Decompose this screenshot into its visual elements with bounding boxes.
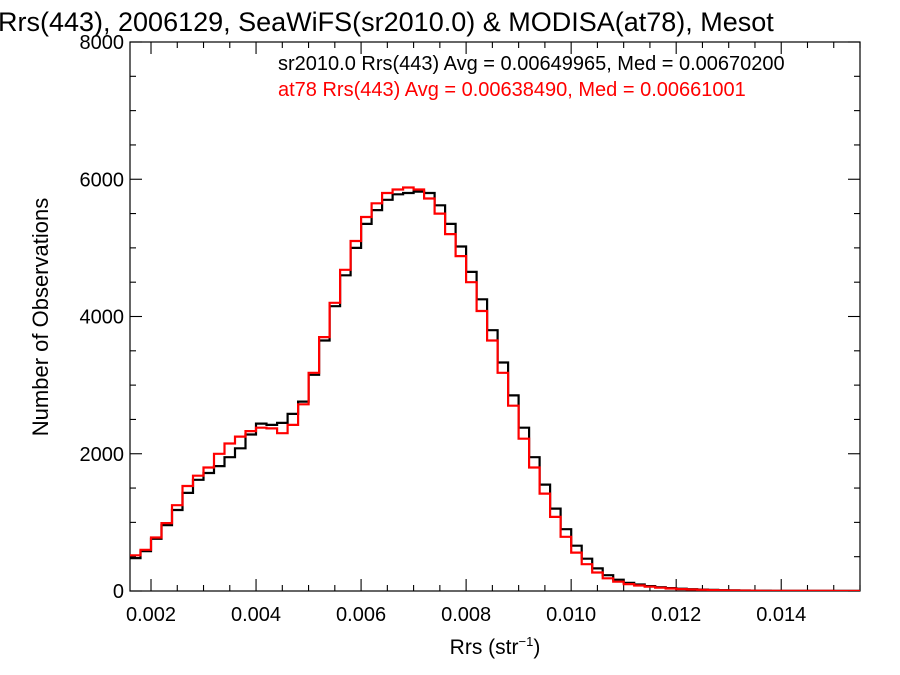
y-axis-label: Number of Observations xyxy=(28,198,53,436)
annotation-0: sr2010.0 Rrs(443) Avg = 0.00649965, Med … xyxy=(278,53,785,75)
plot-frame xyxy=(129,41,861,592)
y-tick-label: 2000 xyxy=(80,444,125,466)
y-tick-label: 4000 xyxy=(80,307,125,329)
x-axis-label: Rrs (str−1) xyxy=(450,634,541,659)
y-tick-label: 8000 xyxy=(80,32,125,54)
series-line-1 xyxy=(130,186,860,591)
chart-title: Rrs(443), 2006129, SeaWiFS(sr2010.0) & M… xyxy=(0,7,774,37)
y-axis: 0 2000 4000 6000 8000 xyxy=(80,32,860,603)
x-tick-label: 0.006 xyxy=(336,604,386,626)
x-axis-label-close: ) xyxy=(533,636,540,659)
x-tick-label: 0.008 xyxy=(441,604,491,626)
y-tick-label: 6000 xyxy=(80,169,125,191)
series-layer xyxy=(130,186,860,591)
x-tick-label: 0.010 xyxy=(546,604,596,626)
x-tick-label: 0.012 xyxy=(651,604,701,626)
x-tick-label: 0.004 xyxy=(231,604,281,626)
y-tick-label: 0 xyxy=(113,581,124,603)
x-axis: 0.002 0.004 0.006 0.008 0.010 0.012 0.014 xyxy=(126,42,861,626)
legend-annotations: sr2010.0 Rrs(443) Avg = 0.00649965, Med … xyxy=(278,53,785,101)
x-axis-label-main: Rrs (str xyxy=(450,636,519,659)
x-axis-label-exponent: −1 xyxy=(519,634,534,649)
x-tick-label: 0.014 xyxy=(756,604,806,626)
series-line-0 xyxy=(130,190,860,591)
x-tick-label: 0.002 xyxy=(126,604,176,626)
annotation-1: at78 Rrs(443) Avg = 0.00638490, Med = 0.… xyxy=(278,79,746,101)
